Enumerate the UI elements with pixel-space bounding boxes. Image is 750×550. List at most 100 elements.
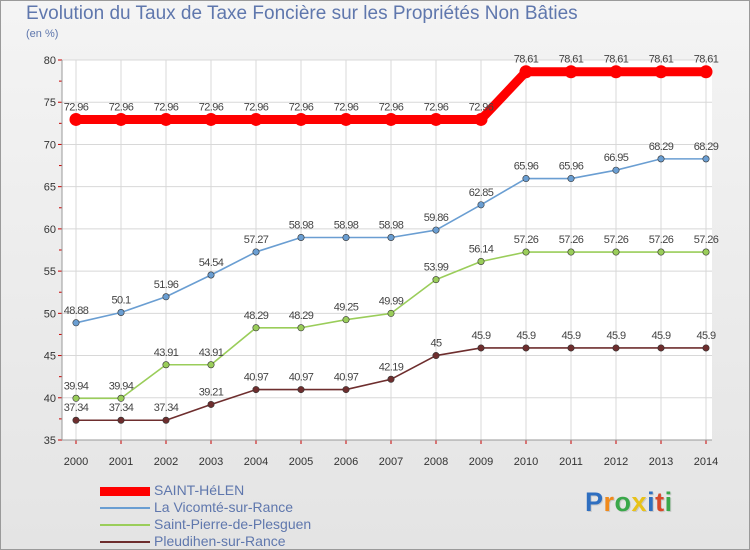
series-point-3 <box>432 352 440 360</box>
data-label: 68.29 <box>649 141 674 153</box>
series-point-3 <box>387 375 395 383</box>
data-label: 58.98 <box>289 220 314 232</box>
series-point-2 <box>252 324 260 332</box>
series-point-3 <box>72 416 80 424</box>
data-label: 48.29 <box>244 310 269 322</box>
legend-label: La Vicomté-sur-Rance <box>154 499 294 515</box>
series-point-0 <box>519 65 533 79</box>
data-label: 45.9 <box>561 330 580 342</box>
data-label: 72.96 <box>334 101 359 113</box>
data-label: 37.34 <box>64 402 89 414</box>
x-tick-label: 2009 <box>469 456 493 468</box>
data-label: 62.85 <box>469 187 494 199</box>
series-point-3 <box>702 344 710 352</box>
logo-letter: o <box>614 487 632 517</box>
data-label: 54.54 <box>199 257 224 269</box>
series-point-0 <box>294 112 308 126</box>
series-point-0 <box>114 112 128 126</box>
data-label: 39.94 <box>109 380 134 392</box>
data-label: 45.9 <box>696 330 715 342</box>
data-label: 45 <box>430 338 442 350</box>
series-point-2 <box>432 276 440 284</box>
series-point-0 <box>654 65 668 79</box>
y-tick-label: 45 <box>44 351 56 363</box>
series-point-2 <box>702 248 710 256</box>
x-tick-label: 2000 <box>64 456 88 468</box>
series-point-1 <box>72 319 80 327</box>
x-tick-label: 2014 <box>694 456 718 468</box>
x-tick-label: 2010 <box>514 456 538 468</box>
series-point-1 <box>207 271 215 279</box>
series-point-1 <box>162 293 170 301</box>
logo-letter: x <box>631 487 648 517</box>
data-label: 56.14 <box>469 243 494 255</box>
x-tick-label: 2011 <box>559 456 583 468</box>
y-tick-label: 35 <box>44 435 56 447</box>
x-tick-label: 2001 <box>109 456 133 468</box>
series-point-0 <box>429 112 443 126</box>
series-point-1 <box>252 248 260 256</box>
series-point-3 <box>297 386 305 394</box>
series-point-1 <box>117 308 125 316</box>
logo-letter: i <box>647 487 656 517</box>
x-tick-label: 2008 <box>424 456 448 468</box>
proxiti-logo: Proxiti <box>585 487 673 518</box>
data-label: 72.96 <box>154 101 179 113</box>
x-tick-label: 2005 <box>289 456 313 468</box>
data-label: 42.19 <box>379 361 404 373</box>
series-point-0 <box>609 65 623 79</box>
data-label: 45.9 <box>651 330 670 342</box>
y-tick-label: 40 <box>44 393 56 405</box>
data-label: 39.21 <box>199 386 224 398</box>
logo-letter: P <box>585 487 604 517</box>
data-label: 49.25 <box>334 302 359 314</box>
x-tick-label: 2004 <box>244 456 268 468</box>
data-label: 53.99 <box>424 262 449 274</box>
data-label: 37.34 <box>154 402 179 414</box>
data-label: 78.61 <box>604 54 629 66</box>
series-point-2 <box>207 361 215 369</box>
data-label: 72.96 <box>244 101 269 113</box>
series-point-3 <box>207 400 215 408</box>
series-point-2 <box>297 324 305 332</box>
x-tick-label: 2006 <box>334 456 358 468</box>
data-label: 58.98 <box>379 220 404 232</box>
data-label: 57.26 <box>559 234 584 246</box>
series-point-3 <box>252 386 260 394</box>
series-point-2 <box>567 248 575 256</box>
series-point-2 <box>522 248 530 256</box>
series-point-2 <box>117 394 125 402</box>
data-label: 40.97 <box>244 372 269 384</box>
series-point-2 <box>162 361 170 369</box>
y-tick-label: 65 <box>44 182 56 194</box>
series-point-0 <box>564 65 578 79</box>
data-label: 66.95 <box>604 152 629 164</box>
data-label: 57.26 <box>514 234 539 246</box>
data-label: 58.98 <box>334 220 359 232</box>
data-label: 49.99 <box>379 295 404 307</box>
data-label: 57.26 <box>604 234 629 246</box>
data-label: 40.97 <box>334 372 359 384</box>
series-point-3 <box>342 386 350 394</box>
series-point-0 <box>339 112 353 126</box>
series-point-2 <box>612 248 620 256</box>
series-point-3 <box>117 416 125 424</box>
y-tick-label: 70 <box>44 139 56 151</box>
y-tick-label: 80 <box>44 55 56 67</box>
data-label: 72.96 <box>379 101 404 113</box>
data-label: 72.96 <box>469 101 494 113</box>
data-label: 43.91 <box>154 347 179 359</box>
series-point-1 <box>432 226 440 234</box>
series-point-3 <box>567 344 575 352</box>
logo-letter: i <box>664 487 673 517</box>
series-point-1 <box>387 234 395 242</box>
data-label: 78.61 <box>514 54 539 66</box>
series-point-1 <box>342 234 350 242</box>
logo-letter: t <box>655 487 665 517</box>
data-label: 72.96 <box>424 101 449 113</box>
x-tick-label: 2007 <box>379 456 403 468</box>
y-tick-label: 75 <box>44 97 56 109</box>
data-label: 68.29 <box>694 141 719 153</box>
series-point-2 <box>342 316 350 324</box>
